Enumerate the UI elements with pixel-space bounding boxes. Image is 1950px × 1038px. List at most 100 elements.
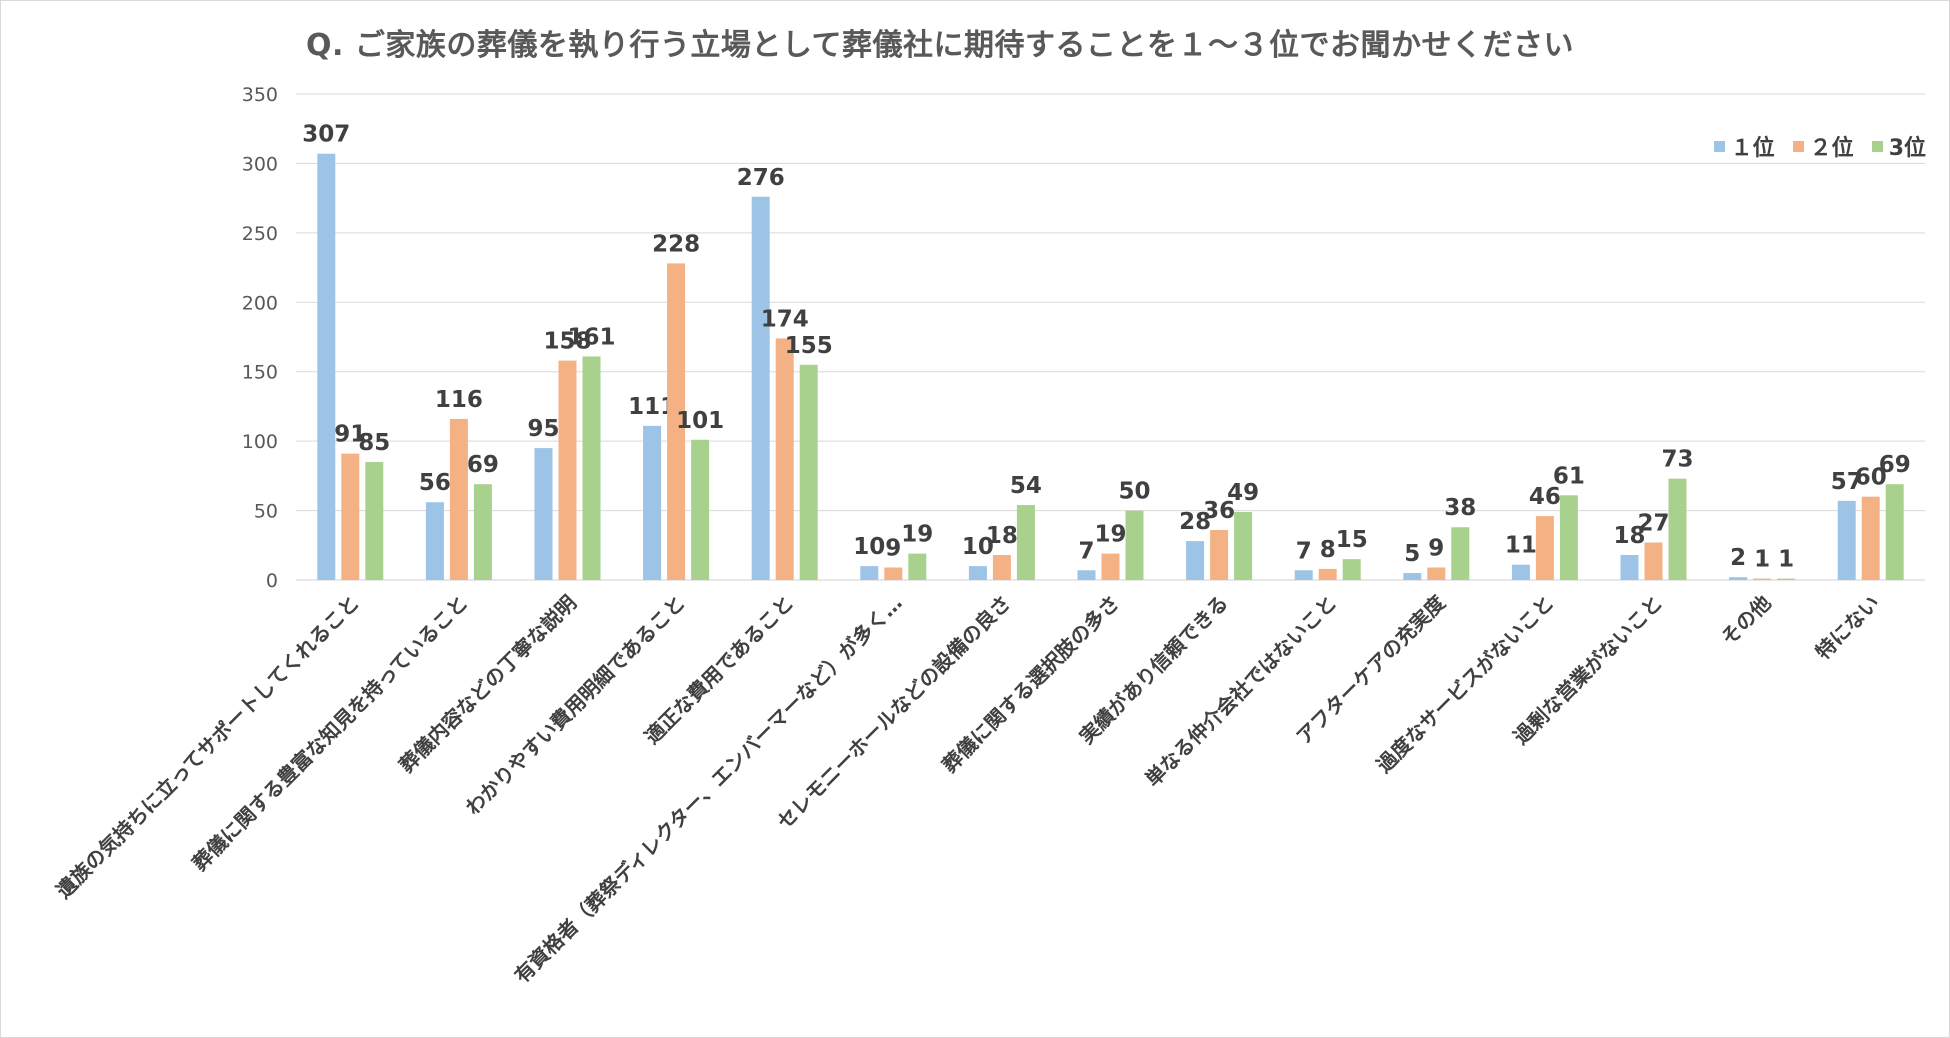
bar-rank1: [1077, 570, 1096, 580]
data-label: 28: [1179, 509, 1211, 535]
legend: １位 ２位 3位: [1713, 130, 1926, 162]
data-label: 8: [1320, 537, 1336, 563]
data-label: 9: [885, 536, 901, 562]
data-label: 2: [1730, 545, 1746, 571]
data-label: 60: [1855, 465, 1887, 491]
bar-rank1: [643, 425, 662, 580]
x-tick-label: 葬儀に関する選択肢の多さ: [937, 591, 1124, 778]
legend-item-rank3: 3位: [1871, 130, 1926, 162]
bar-rank1: [1186, 541, 1205, 580]
bar-rank2: [775, 338, 794, 580]
bar-rank2: [1427, 567, 1446, 580]
data-label: 95: [527, 416, 559, 442]
data-label: 1: [1778, 547, 1794, 573]
bar-rank3: [691, 439, 710, 580]
legend-label-rank2: ２位: [1809, 136, 1854, 161]
legend-swatch-rank1: [1713, 140, 1725, 152]
chart-title: Q. ご家族の葬儀を執り行う立場として葬儀社に期待することを１～３位でお聞かせく…: [306, 28, 1574, 63]
bar-rank3: [1125, 510, 1144, 580]
data-label: 18: [986, 523, 1018, 549]
y-tick-label: 150: [242, 362, 278, 384]
data-label: 49: [1227, 480, 1259, 506]
bar-rank1: [751, 196, 770, 581]
bar-rank2: [992, 555, 1011, 580]
bar-rank3: [1885, 484, 1904, 580]
data-label: 38: [1444, 495, 1476, 521]
bar-rank3: [1559, 495, 1578, 580]
bar-rank3: [365, 461, 384, 580]
bar-rank3: [908, 553, 927, 580]
data-label: 276: [737, 165, 785, 191]
data-label: 15: [1336, 527, 1368, 553]
bar-rank3: [582, 356, 601, 580]
data-label: 174: [761, 306, 809, 332]
bar-rank2: [341, 453, 360, 580]
bar-rank1: [425, 502, 444, 580]
bar-rank2: [1861, 496, 1880, 580]
legend-item-rank2: ２位: [1792, 130, 1854, 162]
bar-rank2: [1101, 553, 1120, 580]
y-tick-label: 50: [254, 501, 278, 523]
bar-rank1: [1729, 577, 1748, 580]
x-tick-label: セレモニーホールなどの設備の良さ: [772, 591, 1015, 834]
bar-rank3: [1668, 478, 1687, 580]
bar-rank3: [1777, 578, 1796, 580]
y-tick-label: 250: [242, 223, 278, 245]
data-label: 19: [1094, 522, 1126, 548]
data-label: 57: [1831, 469, 1863, 495]
bar-rank1: [534, 448, 553, 580]
data-label: 73: [1661, 447, 1693, 473]
data-label: 5: [1404, 541, 1420, 567]
bar-rank2: [1318, 568, 1337, 580]
bar-rank1: [1837, 500, 1856, 580]
x-tick-label: 過度なサービスがないこと: [1372, 591, 1559, 778]
data-label: 1: [1754, 547, 1770, 573]
bar-rank3: [1451, 527, 1470, 580]
bar-rank1: [1511, 564, 1530, 580]
data-label: 27: [1637, 511, 1669, 537]
data-label: 155: [785, 333, 833, 359]
data-label: 11: [1505, 533, 1537, 559]
data-label: 85: [358, 430, 390, 456]
bar-rank3: [1342, 559, 1361, 580]
data-label: 50: [1118, 479, 1150, 505]
x-tick-label: 特にない: [1811, 591, 1885, 665]
x-tick-label: 葬儀内容などの丁寧な説明: [394, 591, 581, 778]
data-label: 54: [1010, 473, 1042, 499]
bar-rank1: [1294, 570, 1313, 580]
legend-label-rank3: 3位: [1888, 136, 1926, 161]
data-label: 7: [1296, 538, 1312, 564]
y-tick-label: 300: [242, 153, 278, 175]
bar-rank3: [473, 484, 492, 580]
data-label: 228: [652, 231, 700, 257]
bar-rank2: [449, 418, 468, 580]
data-label: 307: [302, 122, 350, 148]
bar-rank1: [317, 153, 336, 581]
bar-rank2: [1644, 542, 1663, 580]
data-label: 46: [1529, 484, 1561, 510]
data-label: 19: [901, 522, 933, 548]
y-tick-label: 350: [242, 84, 278, 106]
bar-rank1: [860, 566, 879, 580]
bar-rank2: [558, 360, 577, 580]
legend-item-rank1: １位: [1713, 130, 1775, 162]
legend-swatch-rank3: [1871, 140, 1883, 152]
data-label: 7: [1078, 538, 1094, 564]
y-tick-label: 200: [242, 292, 278, 314]
x-tick-label: 有資格者（葬祭ディレクター、エンバーマーなど）が多く…: [510, 591, 907, 988]
data-label: 10: [853, 534, 885, 560]
x-tick-label: 単なる仲介会社ではないこと: [1140, 591, 1341, 792]
y-tick-label: 0: [266, 570, 278, 592]
legend-label-rank1: １位: [1730, 136, 1775, 161]
bar-rank1: [968, 566, 987, 580]
bar-rank1: [1620, 555, 1639, 580]
bar-rank2: [667, 263, 686, 580]
x-tick-label: わかりやすい費用明細であること: [461, 591, 690, 820]
bar-rank3: [1234, 511, 1253, 580]
bar-rank2: [1535, 516, 1554, 580]
data-label: 61: [1553, 463, 1585, 489]
legend-swatch-rank2: [1792, 140, 1804, 152]
data-label: 36: [1203, 498, 1235, 524]
data-label: 10: [962, 534, 994, 560]
data-label: 101: [676, 408, 724, 434]
